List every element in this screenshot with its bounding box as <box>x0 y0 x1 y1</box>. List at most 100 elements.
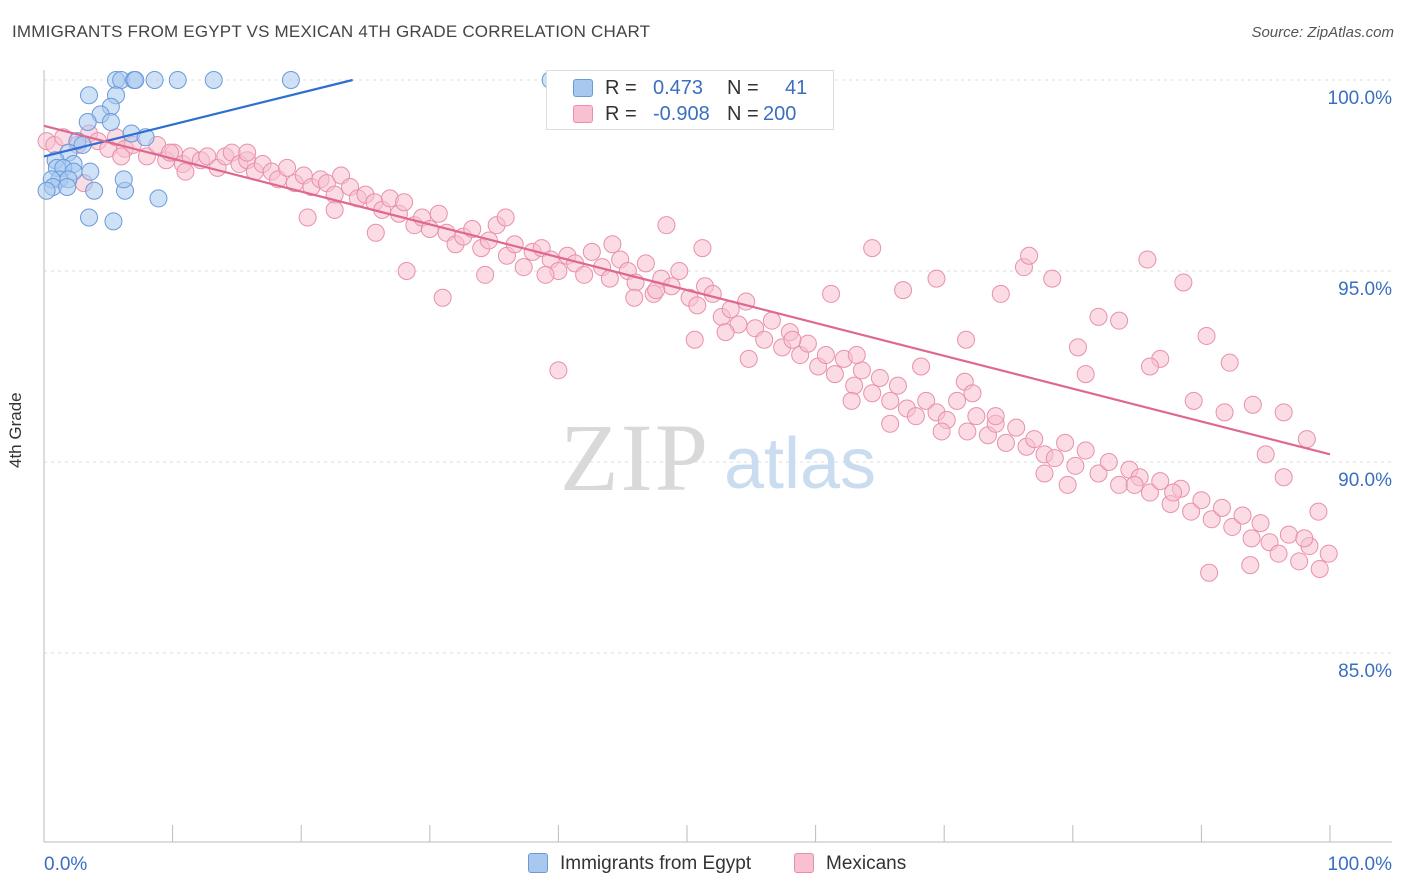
mexicans-point <box>1099 453 1118 471</box>
egypt-point <box>145 71 164 89</box>
mexicans-point <box>1297 430 1316 449</box>
mexicans-point <box>176 162 195 181</box>
egypt-point <box>149 189 168 208</box>
mexicans-point <box>1251 514 1270 533</box>
legend-item-mexicans[interactable]: Mexicans <box>794 852 934 876</box>
egypt-point <box>104 212 123 231</box>
stats-row-egypt: R = 0.473 N = 41 <box>547 75 833 101</box>
mexicans-point <box>1151 472 1170 491</box>
mexicans-point <box>894 281 913 300</box>
mexicans-point <box>1243 395 1262 414</box>
mexicans-point <box>1274 403 1293 422</box>
egypt-r-label: R = <box>605 77 637 99</box>
mexicans-point <box>496 208 515 227</box>
mexicans-point <box>1076 365 1095 384</box>
mexicans-point <box>888 376 907 395</box>
mexicans-point <box>298 208 317 227</box>
mexicans-point <box>325 200 344 219</box>
mexicans-point <box>1089 464 1108 483</box>
trend-lines <box>43 78 1331 456</box>
mexicans-point <box>238 143 257 162</box>
mexicans-point <box>1233 506 1252 525</box>
mexicans-point <box>112 147 131 166</box>
egypt-n-label: N = <box>727 77 759 99</box>
mexicans-point <box>917 391 936 410</box>
y-tick-label: 85.0% <box>1338 661 1392 682</box>
mexicans-point <box>1068 338 1087 357</box>
mexicans-point <box>783 330 802 349</box>
mexicans-point <box>852 361 871 380</box>
y-tick-labels: 100.0% 95.0% 90.0% 85.0% <box>1328 88 1393 682</box>
mexicans-r-value: -0.908 <box>653 103 710 125</box>
mexicans-point <box>996 433 1015 452</box>
mexicans-point <box>762 311 781 330</box>
legend-label-mexicans: Mexicans <box>826 853 907 874</box>
egypt-points <box>37 71 560 231</box>
mexicans-point <box>1035 464 1054 483</box>
mexicans-point <box>863 239 882 258</box>
watermark-atlas: atlas <box>724 424 876 504</box>
mexicans-point <box>1007 418 1026 437</box>
source-label: Source: ZipAtlas.com <box>1251 24 1394 41</box>
y-tick-label: 90.0% <box>1338 470 1392 491</box>
mexicans-point <box>670 262 689 280</box>
mexicans-point <box>395 193 414 212</box>
egypt-point <box>114 170 133 189</box>
mexicans-point <box>798 334 817 353</box>
egypt-point <box>80 86 99 105</box>
mexicans-point <box>1138 250 1157 269</box>
mexicans-point <box>1184 391 1203 410</box>
x-tick-label-right: 100.0% <box>1328 854 1393 875</box>
mexicans-point <box>1269 544 1288 563</box>
mexicans-point <box>514 258 533 277</box>
mexicans-point <box>575 265 594 284</box>
mexicans-point <box>927 269 946 288</box>
mexicans-point <box>957 330 976 349</box>
mexicans-point <box>1020 246 1039 265</box>
mexicans-point <box>716 323 735 342</box>
mexicans-point <box>1140 483 1159 502</box>
mexicans-point <box>657 216 676 235</box>
mexicans-point <box>429 204 448 223</box>
mexicans-point <box>1274 468 1293 487</box>
mexicans-point <box>549 361 568 380</box>
mexicans-point <box>1202 510 1221 529</box>
mexicans-point <box>1110 311 1129 330</box>
egypt-point <box>80 208 99 227</box>
mexicans-point <box>991 284 1010 303</box>
mexicans-point <box>958 422 977 441</box>
mexicans-point <box>1192 491 1211 510</box>
mexicans-point <box>278 158 297 177</box>
mexicans-point <box>755 330 774 349</box>
mexicans-point <box>1290 552 1309 571</box>
mexicans-point <box>948 391 967 410</box>
legend-item-egypt[interactable]: Immigrants from Egypt <box>528 852 788 876</box>
mexicans-point <box>536 265 555 284</box>
mexicans-r-label: R = <box>605 103 637 125</box>
mexicans-point <box>1066 456 1085 475</box>
mexicans-point <box>1182 502 1201 521</box>
mexicans-point <box>739 349 758 368</box>
mexicans-point <box>1174 273 1193 292</box>
mexicans-point <box>1125 475 1144 494</box>
egypt-swatch <box>573 79 593 97</box>
mexicans-point <box>842 391 861 410</box>
egypt-point <box>58 177 77 196</box>
mexicans-point <box>1058 475 1077 494</box>
egypt-point <box>101 113 120 132</box>
mexicans-point <box>1140 357 1159 376</box>
x-tick-label-left: 0.0% <box>44 854 87 875</box>
watermark: ZIP atlas <box>560 404 876 511</box>
mexicans-point <box>476 265 495 284</box>
stats-row-mexicans: R = -0.908 N = 200 <box>547 101 833 127</box>
mexicans-point <box>625 288 644 307</box>
mexicans-n-label: N = <box>727 103 759 125</box>
egypt-n-value: 41 <box>785 77 808 99</box>
y-tick-label: 95.0% <box>1338 279 1392 300</box>
mexicans-point <box>1025 430 1044 449</box>
mexicans-point <box>1242 529 1261 548</box>
egypt-point <box>168 71 187 89</box>
mexicans-point <box>967 407 986 426</box>
mexicans-point <box>198 147 217 166</box>
